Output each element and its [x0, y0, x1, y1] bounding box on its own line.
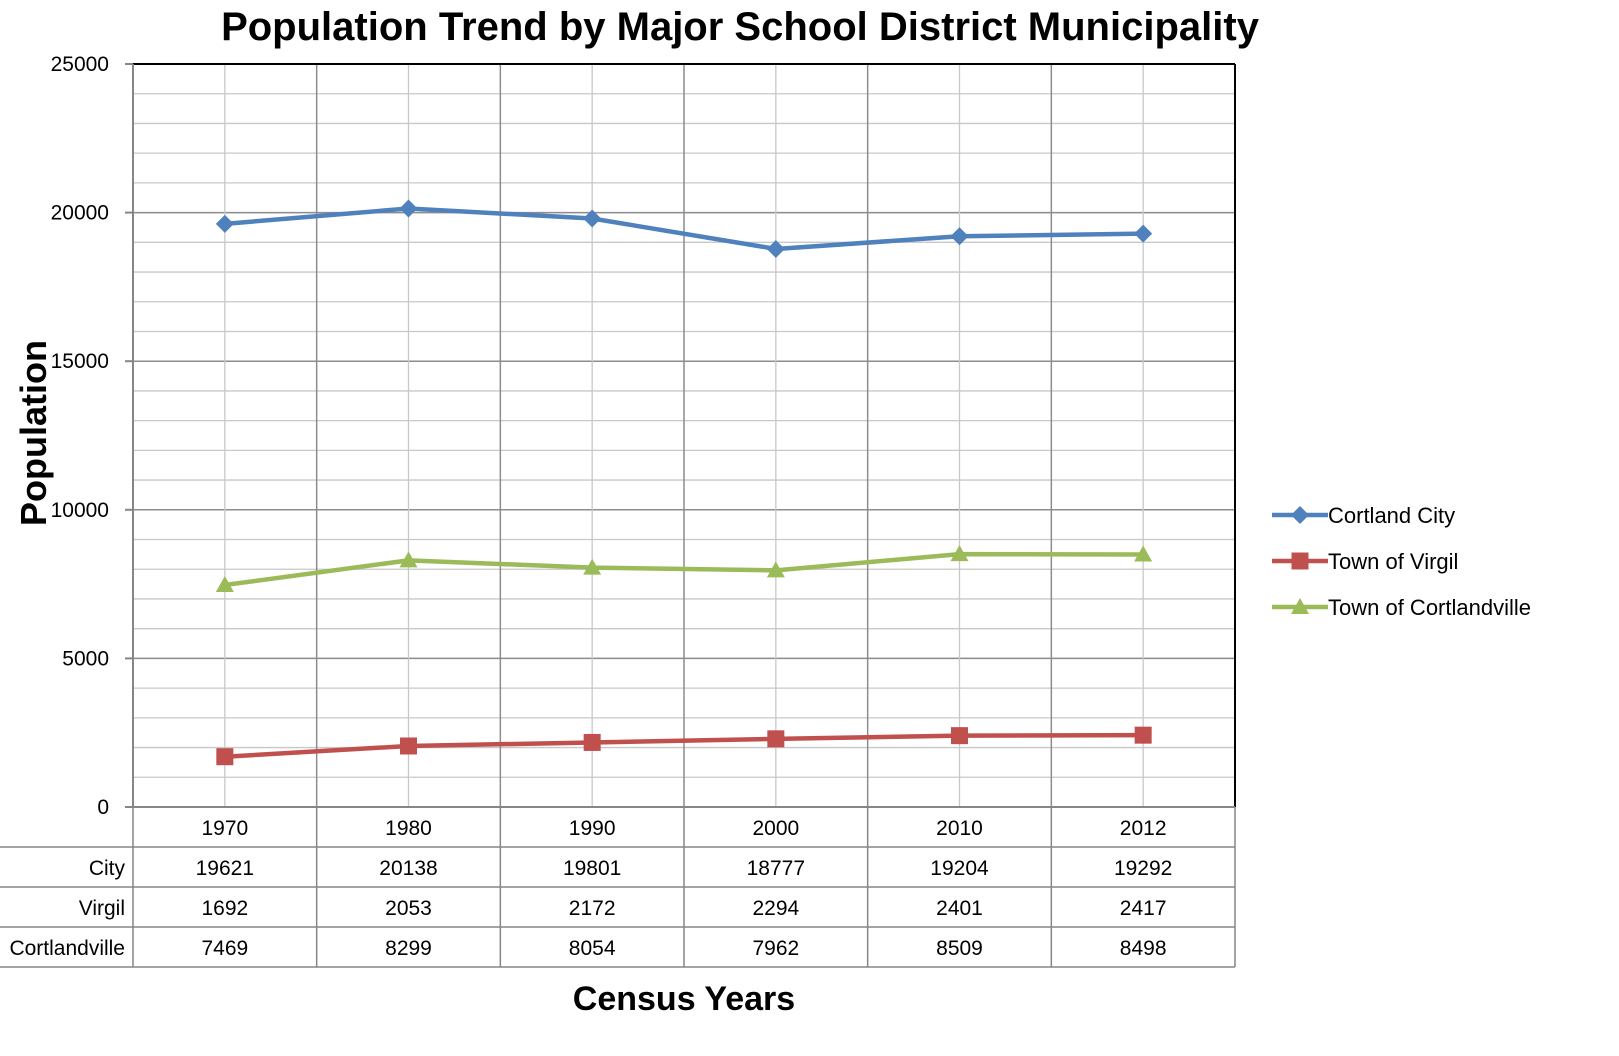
y-axis-label: Population	[13, 340, 54, 526]
chart-title: Population Trend by Major School Distric…	[221, 5, 1260, 49]
series-line	[224, 732, 1144, 759]
y-axis-ticks: 0 5000 10000 15000 20000 25000	[51, 53, 133, 819]
table-cell: 7962	[752, 937, 799, 960]
y-tick-label: 0	[97, 796, 109, 819]
legend: Cortland City Town of Virgil Town of Cortl…	[1272, 503, 1531, 620]
table-cell: 2417	[1120, 897, 1167, 920]
legend-item: Town of Cortlandville	[1272, 595, 1531, 620]
x-tick-label: 1990	[569, 817, 616, 840]
x-tick-label: 1970	[201, 817, 248, 840]
table-cell: 8509	[936, 937, 983, 960]
series-line	[224, 551, 1144, 588]
table-cell: 1692	[201, 897, 248, 920]
legend-label: Cortland City	[1328, 503, 1455, 528]
legend-label: Town of Cortlandville	[1328, 595, 1531, 620]
y-tick-label: 5000	[62, 647, 109, 670]
table-row-label: City	[89, 857, 126, 880]
y-tick-label: 25000	[51, 53, 109, 76]
legend-marker	[1291, 506, 1309, 524]
table-cell: 19621	[196, 857, 254, 880]
data-point	[950, 227, 969, 246]
legend-label: Town of Virgil	[1328, 549, 1458, 574]
x-tick-label: 2000	[752, 817, 799, 840]
data-point	[950, 545, 969, 562]
table-row-label: Cortlandville	[9, 937, 125, 960]
series-group	[215, 199, 1153, 258]
data-point	[216, 748, 234, 766]
table-cell: 8498	[1120, 937, 1167, 960]
data-point	[1134, 545, 1153, 562]
data-point	[951, 727, 968, 745]
y-tick-label: 10000	[51, 499, 109, 522]
table-cell: 2053	[385, 897, 432, 920]
x-tick-label: 2010	[936, 817, 983, 840]
y-tick-label: 20000	[51, 202, 109, 225]
table-cell: 18777	[747, 857, 805, 880]
data-point	[1134, 726, 1152, 744]
legend-marker	[1291, 598, 1309, 614]
data-point	[1134, 224, 1153, 243]
table-row-label: Virgil	[79, 897, 125, 920]
data-point	[767, 730, 785, 748]
table-cell: 19204	[930, 857, 989, 880]
table-cell: 8054	[569, 937, 616, 960]
table-cell: 8299	[385, 937, 432, 960]
series-group	[216, 726, 1152, 766]
table-cell: 2172	[569, 897, 616, 920]
series-line	[224, 206, 1144, 252]
data-point	[399, 551, 418, 568]
y-tick-label: 15000	[51, 350, 109, 373]
data-point	[583, 733, 601, 751]
series-group	[215, 545, 1153, 593]
x-tick-label: 2012	[1120, 817, 1167, 840]
legend-marker	[1291, 552, 1309, 570]
data-point	[583, 209, 602, 228]
x-axis-label: Census Years	[573, 980, 795, 1018]
table-cell: 2401	[936, 897, 983, 920]
data-point	[583, 558, 602, 575]
data-point	[399, 199, 418, 218]
table-cell: 2294	[752, 897, 799, 920]
data-point	[400, 737, 417, 755]
x-tick-label: 1980	[385, 817, 432, 840]
table-cell: 7469	[201, 937, 248, 960]
table-cell: 19801	[563, 857, 621, 880]
table-cell: 20138	[379, 857, 437, 880]
table-cell: 19292	[1114, 857, 1172, 880]
series-layer	[215, 199, 1153, 766]
legend-item: Town of Virgil	[1272, 549, 1458, 574]
legend-item: Cortland City	[1272, 503, 1455, 528]
data-point	[215, 576, 234, 593]
data-point	[766, 239, 785, 258]
plot-grid	[132, 63, 1236, 808]
data-point	[215, 214, 234, 233]
data-table: 1970 1980 1990 2000 2010 2012 City 19621 20138 19…	[0, 807, 1236, 968]
data-point	[766, 561, 785, 578]
